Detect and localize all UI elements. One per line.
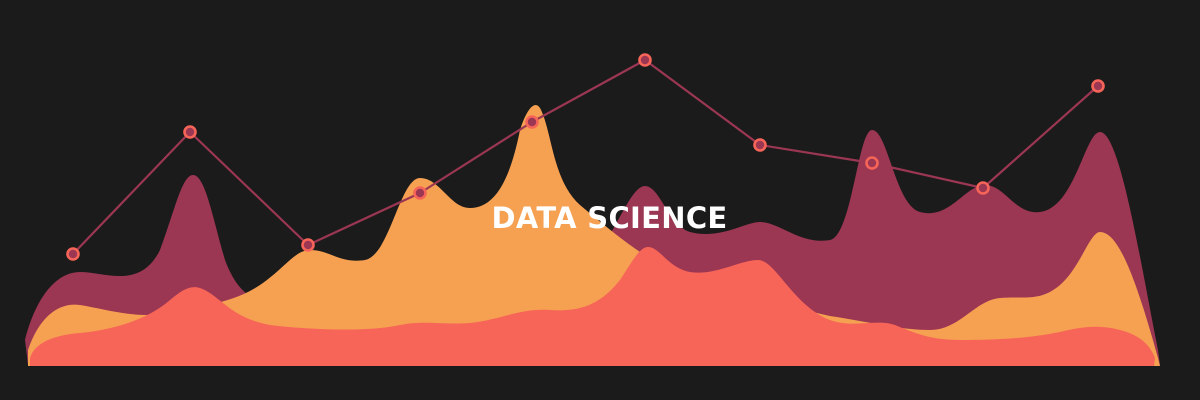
line-marker: [976, 181, 990, 195]
line-markers: [66, 53, 1105, 261]
wave-middle: [28, 104, 1160, 367]
line-marker: [525, 115, 539, 129]
banner-title: DATA SCIENCE: [491, 201, 728, 235]
line-marker: [638, 53, 652, 67]
line-series: [72, 58, 1099, 255]
line-marker: [753, 138, 767, 152]
line-marker: [301, 238, 315, 252]
line-marker: [66, 247, 80, 261]
line-marker: [865, 156, 879, 170]
line-marker: [1091, 79, 1105, 93]
line-marker: [413, 186, 427, 200]
line-marker: [183, 125, 197, 139]
wave-front: [30, 247, 1155, 366]
